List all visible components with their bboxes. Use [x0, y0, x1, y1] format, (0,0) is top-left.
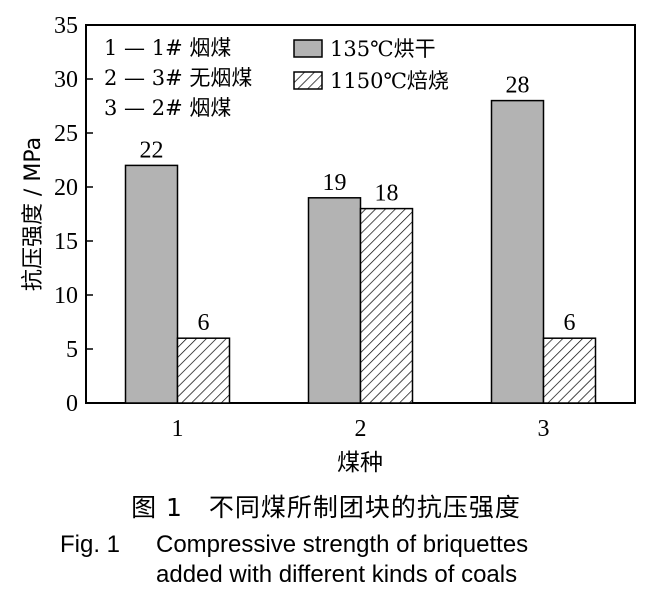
y-tick-label: 35 — [54, 13, 78, 39]
coal-key-entry: 3 — 2# 烟煤 — [104, 96, 231, 120]
bar — [176, 337, 231, 404]
legend-swatch — [293, 39, 323, 58]
y-tick-label: 10 — [54, 283, 78, 309]
y-tick-label: 15 — [54, 229, 78, 255]
caption-english: Fig. 1 Compressive strength of briquettes… — [60, 530, 640, 590]
data-label: 6 — [198, 310, 210, 336]
x-axis-label: 煤种 — [337, 450, 383, 476]
x-tick-label: 1 — [172, 416, 184, 442]
bar — [124, 164, 179, 404]
y-axis-label: 抗压强度 / MPa — [21, 137, 46, 291]
coal-key-entry: 2 — 3# 无烟煤 — [104, 66, 252, 90]
data-label: 18 — [375, 181, 399, 207]
caption-english-line-2: added with different kinds of coals — [156, 561, 518, 588]
y-tick-label: 25 — [54, 121, 78, 147]
bar-chart: 0 5 10 15 20 25 30 35 1 2 3 22 6 19 18 28 6 抗压强度 / MPa… — [21, 13, 636, 476]
x-tick-label: 3 — [538, 416, 550, 442]
data-label: 6 — [564, 310, 576, 336]
coal-key: 1 — 1# 烟煤 2 — 3# 无烟煤 3 — 2# 烟煤 — [104, 36, 252, 120]
caption-figure-number: Fig. 1 — [60, 531, 121, 558]
bar — [490, 99, 545, 404]
bar — [359, 207, 414, 404]
bar — [542, 337, 597, 404]
legend-label: 1150℃焙烧 — [330, 69, 449, 93]
data-label: 28 — [506, 73, 530, 99]
legend-label: 135℃烘干 — [330, 37, 436, 61]
data-label: 22 — [140, 137, 164, 163]
y-tick-label: 20 — [54, 175, 78, 201]
y-tick-label: 0 — [66, 391, 78, 417]
bars — [124, 99, 597, 404]
data-label: 19 — [323, 170, 347, 196]
data-labels: 22 6 19 18 28 6 — [140, 73, 576, 337]
caption-chinese: 图 1 不同煤所制团块的抗压强度 — [131, 493, 521, 522]
caption-english-line-1: Compressive strength of briquettes — [156, 531, 529, 558]
y-axis: 0 5 10 15 20 25 30 35 — [54, 13, 93, 417]
legend: 135℃烘干 1150℃焙烧 — [293, 37, 449, 93]
x-tick-label: 2 — [355, 416, 367, 442]
y-tick-label: 30 — [54, 67, 78, 93]
y-tick-label: 5 — [66, 337, 78, 363]
coal-key-entry: 1 — 1# 烟煤 — [104, 36, 231, 60]
bar — [307, 197, 362, 404]
legend-swatch — [293, 71, 323, 90]
